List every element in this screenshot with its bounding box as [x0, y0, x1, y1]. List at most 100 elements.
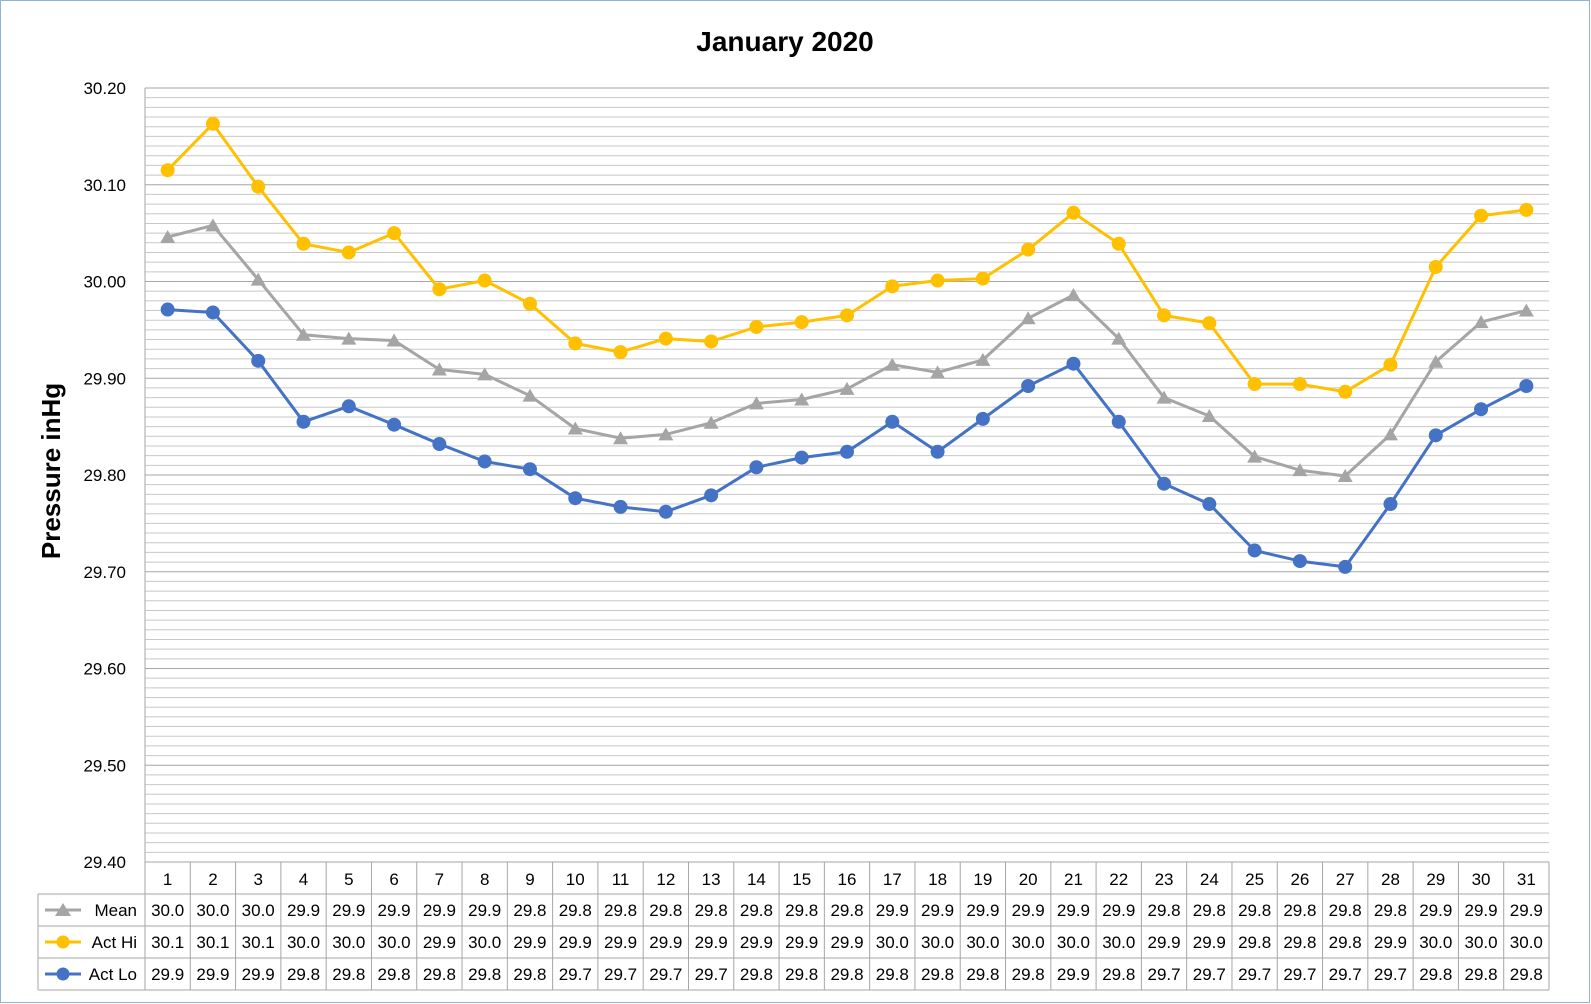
data-point	[658, 331, 673, 346]
data-point	[1428, 354, 1444, 368]
data-point	[1474, 208, 1489, 223]
table-cell: 29.9	[921, 901, 954, 920]
table-cell: 29.9	[830, 933, 863, 952]
data-point	[975, 411, 990, 426]
table-cell: 29.9	[785, 933, 818, 952]
data-point	[1519, 202, 1534, 217]
table-cell: 29.9	[287, 901, 320, 920]
x-tick-label: 14	[747, 870, 766, 889]
table-cell: 29.8	[830, 901, 863, 920]
legend-label: Mean	[94, 901, 137, 920]
data-point	[884, 357, 900, 371]
table-cell: 29.9	[649, 933, 682, 952]
legend-key-marker	[56, 967, 70, 981]
table-cell: 29.9	[1057, 901, 1090, 920]
data-point	[1157, 476, 1172, 491]
table-cell: 29.8	[830, 965, 863, 984]
data-point	[794, 450, 809, 465]
table-cell: 29.8	[740, 965, 773, 984]
y-tick-labels: 30.20 30.10 30.00 29.90 29.80 29.70 29.60 29.50…	[83, 79, 126, 872]
data-point	[432, 282, 447, 297]
data-point	[749, 460, 764, 475]
table-cell: 29.9	[1193, 933, 1226, 952]
y-tick-label: 29.80	[83, 466, 126, 485]
table-cell: 29.8	[1283, 933, 1316, 952]
x-tick-label: 21	[1064, 870, 1083, 889]
table-cell: 30.0	[1465, 933, 1498, 952]
x-tick-label: 26	[1290, 870, 1309, 889]
x-tick-label: 22	[1109, 870, 1128, 889]
x-tick-label: 18	[928, 870, 947, 889]
table-cell: 29.8	[1283, 901, 1316, 920]
table-cell: 29.8	[604, 901, 637, 920]
table-cell: 30.0	[242, 901, 275, 920]
series-line	[167, 223, 1527, 478]
y-tick-label: 30.00	[83, 273, 126, 292]
x-tick-label: 27	[1336, 870, 1355, 889]
table-cell: 29.8	[1238, 933, 1271, 952]
series-line	[166, 122, 1527, 394]
data-point	[794, 315, 809, 330]
table-cell: 29.7	[559, 965, 592, 984]
x-tick-label: 23	[1155, 870, 1174, 889]
data-point	[1428, 259, 1443, 274]
data-point	[1020, 311, 1036, 325]
data-point	[522, 296, 537, 311]
data-point	[477, 273, 492, 288]
table-cell: 29.8	[513, 965, 546, 984]
table-cell: 29.8	[468, 965, 501, 984]
x-tick-label: 16	[838, 870, 857, 889]
data-point	[432, 437, 447, 452]
table-cell: 29.9	[740, 933, 773, 952]
data-point	[1111, 331, 1127, 345]
data-point	[567, 421, 583, 435]
data-point	[568, 336, 583, 351]
data-point	[522, 462, 537, 477]
data-point	[1247, 543, 1262, 558]
series-act-lo	[160, 302, 1534, 574]
table-cell: 29.8	[649, 901, 682, 920]
table-cell: 30.0	[1419, 933, 1452, 952]
x-tick-label: 29	[1426, 870, 1445, 889]
x-tick-label: 6	[389, 870, 398, 889]
x-tick-label: 8	[480, 870, 489, 889]
table-cell: 29.9	[559, 933, 592, 952]
series-act-hi	[160, 116, 1534, 399]
y-tick-label: 29.60	[83, 660, 126, 679]
data-point	[341, 331, 357, 345]
table-cell: 29.9	[378, 901, 411, 920]
data-point	[251, 353, 266, 368]
table-cell: 30.1	[196, 933, 229, 952]
data-point	[1247, 377, 1262, 392]
table-cell: 29.9	[242, 965, 275, 984]
legend-key-marker	[56, 935, 70, 949]
data-point	[1111, 414, 1126, 429]
table-cell: 30.0	[287, 933, 320, 952]
table-cell: 29.7	[1329, 965, 1362, 984]
table-cell: 29.8	[921, 965, 954, 984]
table-cell: 29.8	[1238, 901, 1271, 920]
data-point	[1066, 205, 1081, 220]
data-point	[1474, 402, 1489, 417]
table-cell: 29.9	[1057, 965, 1090, 984]
x-tick-label: 17	[883, 870, 902, 889]
data-point	[477, 367, 493, 381]
table-cell: 29.9	[1374, 933, 1407, 952]
x-tick-label: 19	[973, 870, 992, 889]
data-point	[1383, 497, 1398, 512]
chart-title: January 2020	[696, 26, 873, 57]
table-cell: 29.8	[559, 901, 592, 920]
data-point	[1201, 408, 1217, 422]
table-cell: 29.9	[423, 933, 456, 952]
data-point	[1021, 378, 1036, 393]
data-point	[431, 362, 447, 376]
data-point	[1337, 468, 1353, 482]
data-point	[613, 431, 629, 445]
table-cell: 29.8	[423, 965, 456, 984]
table-cell: 29.8	[1465, 965, 1498, 984]
table-cell: 29.8	[785, 901, 818, 920]
data-point	[1292, 463, 1308, 477]
data-point	[1156, 390, 1172, 404]
table-cell: 29.8	[1329, 901, 1362, 920]
data-point	[1065, 288, 1081, 302]
